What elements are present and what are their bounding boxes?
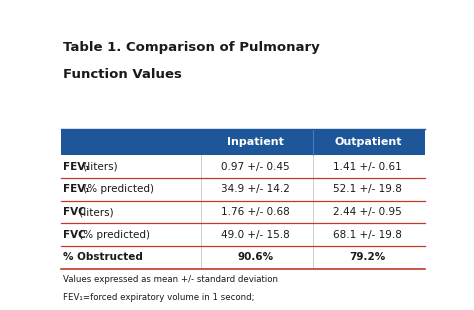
Text: 90.6%: 90.6% xyxy=(238,252,274,262)
Text: Outpatient: Outpatient xyxy=(334,137,401,147)
Text: Values expressed as mean +/- standard deviation: Values expressed as mean +/- standard de… xyxy=(63,275,278,284)
Text: 1.76 +/- 0.68: 1.76 +/- 0.68 xyxy=(221,207,290,217)
Text: 1.41 +/- 0.61: 1.41 +/- 0.61 xyxy=(333,162,402,172)
Text: 34.9 +/- 14.2: 34.9 +/- 14.2 xyxy=(221,184,290,194)
Text: FVC: FVC xyxy=(63,207,86,217)
Text: 0.97 +/- 0.45: 0.97 +/- 0.45 xyxy=(221,162,290,172)
Text: Table 1. Comparison of Pulmonary: Table 1. Comparison of Pulmonary xyxy=(63,41,319,54)
Text: (% predicted): (% predicted) xyxy=(75,230,150,240)
Bar xyxy=(61,224,425,246)
Text: 79.2%: 79.2% xyxy=(350,252,386,262)
Text: 49.0 +/- 15.8: 49.0 +/- 15.8 xyxy=(221,230,290,240)
Text: % Obstructed: % Obstructed xyxy=(63,252,143,262)
Bar xyxy=(61,178,425,201)
Text: (liters): (liters) xyxy=(80,162,118,172)
Text: 52.1 +/- 19.8: 52.1 +/- 19.8 xyxy=(333,184,402,194)
Text: FEV₁: FEV₁ xyxy=(63,184,90,194)
Bar xyxy=(61,155,425,178)
Bar xyxy=(61,201,425,224)
Text: FEV₁: FEV₁ xyxy=(63,162,90,172)
Text: FEV₁=forced expiratory volume in 1 second;: FEV₁=forced expiratory volume in 1 secon… xyxy=(63,293,255,302)
Bar xyxy=(61,246,425,269)
Text: (% predicted): (% predicted) xyxy=(80,184,154,194)
Text: 2.44 +/- 0.95: 2.44 +/- 0.95 xyxy=(333,207,402,217)
Text: Inpatient: Inpatient xyxy=(228,137,284,147)
Text: (liters): (liters) xyxy=(75,207,113,217)
Text: 68.1 +/- 19.8: 68.1 +/- 19.8 xyxy=(333,230,402,240)
Text: FVC: FVC xyxy=(63,230,86,240)
Text: Function Values: Function Values xyxy=(63,68,182,81)
